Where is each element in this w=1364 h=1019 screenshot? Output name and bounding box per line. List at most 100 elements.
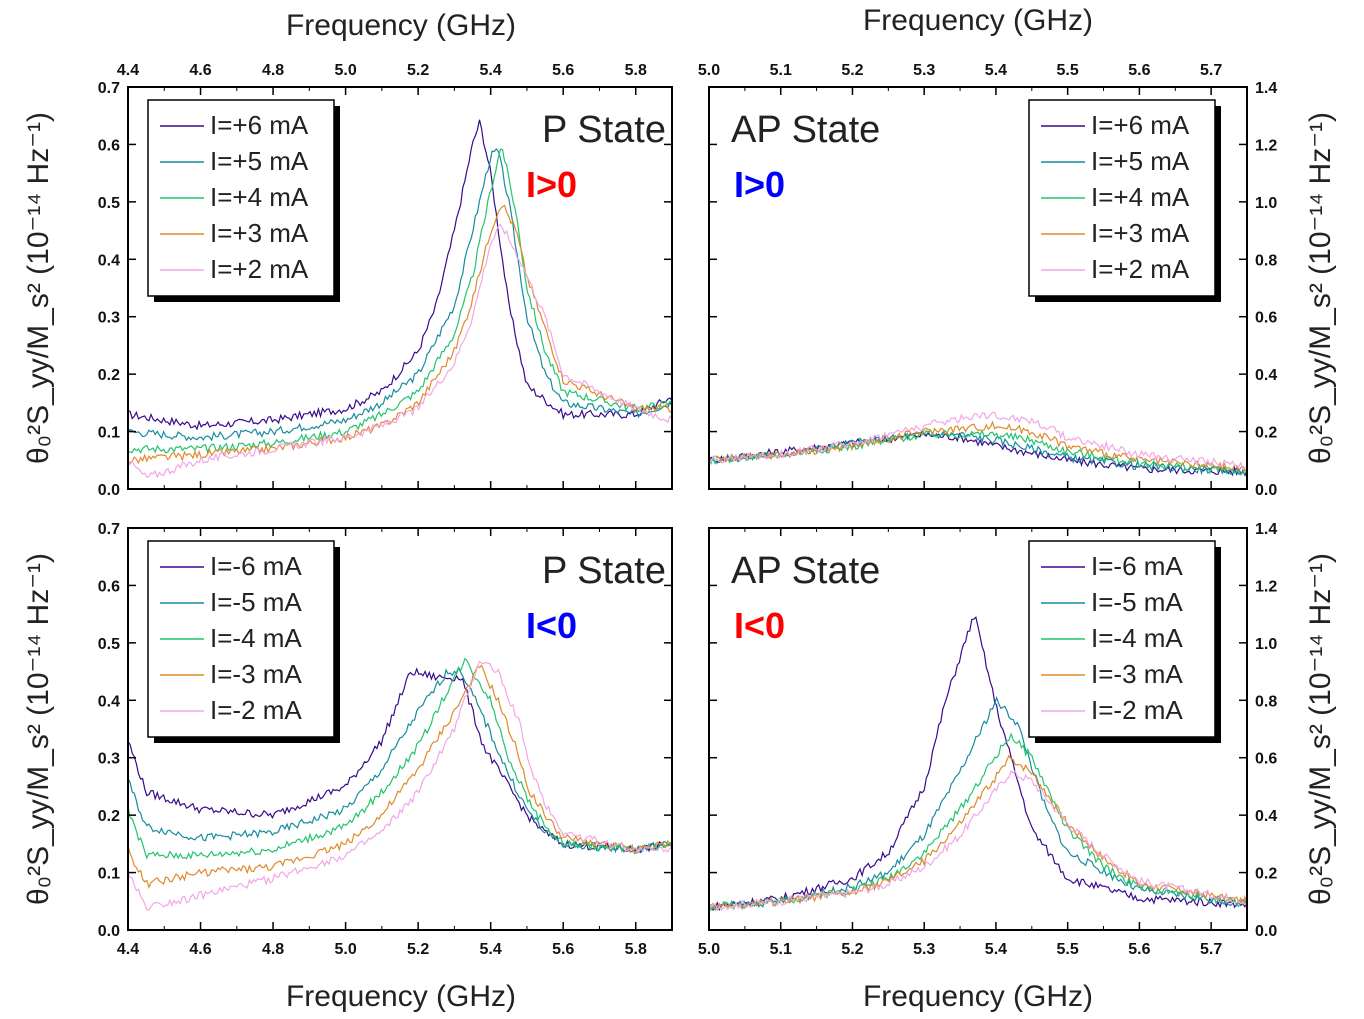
x-tick-label-bottom-right-3: 5.3 xyxy=(913,941,935,958)
panel-top-left: 4.4 4.6 4.8 5.0 5.2 5.4 5.6 5.8 0.0 0.1 0.2 0.3 0.4 0… xyxy=(98,62,673,499)
condition-label-top-right: I>0 xyxy=(734,164,785,205)
x-tick-label-bottom-left-0: 4.4 xyxy=(117,941,139,958)
y-tick-label-top-right-3: 0.6 xyxy=(1255,310,1277,327)
series-line-bottom-left-1 xyxy=(128,666,672,854)
x-axis-title-bottom-right: Frequency (GHz) xyxy=(863,980,1093,1013)
y-tick-label-bottom-left-5: 0.5 xyxy=(98,636,120,653)
y-tick-label-top-left-1: 0.1 xyxy=(98,425,120,442)
x-tick-label-top-left-4: 5.2 xyxy=(407,62,429,79)
y-tick-label-bottom-left-3: 0.3 xyxy=(98,751,120,768)
x-tick-label-top-right-3: 5.3 xyxy=(913,62,935,79)
panel-bottom-right: 5.0 5.1 5.2 5.3 5.4 5.5 5.6 5.7 0.0 0.2 0.4 0.6 0.8 1… xyxy=(698,521,1277,958)
plot-frame-top-right xyxy=(708,86,1248,490)
x-tick-label-top-right-7: 5.7 xyxy=(1200,62,1222,79)
panel-bottom-left: 4.4 4.6 4.8 5.0 5.2 5.4 5.6 5.8 0.0 0.1 0.2 0.3 0.4 0… xyxy=(98,521,673,958)
y-tick-label-top-left-2: 0.2 xyxy=(98,367,120,384)
x-tick-label-top-right-5: 5.5 xyxy=(1057,62,1079,79)
x-tick-label-bottom-right-2: 5.2 xyxy=(841,941,863,958)
y-tick-label-top-right-1: 0.2 xyxy=(1255,425,1277,442)
x-tick-label-bottom-left-1: 4.6 xyxy=(189,941,211,958)
y-axis-title-top-right: θ₀²S_yy/M_s² (10⁻¹⁴ Hz⁻¹) xyxy=(1304,112,1337,464)
y-tick-label-top-right-0: 0.0 xyxy=(1255,482,1277,499)
x-tick-label-bottom-right-6: 5.6 xyxy=(1128,941,1150,958)
y-tick-label-top-left-0: 0.0 xyxy=(98,482,120,499)
x-tick-label-bottom-left-7: 5.8 xyxy=(625,941,647,958)
x-tick-label-top-left-6: 5.6 xyxy=(552,62,574,79)
state-label-top-right: AP State xyxy=(731,109,880,151)
y-tick-label-top-right-5: 1.0 xyxy=(1255,195,1277,212)
series-line-top-left-1 xyxy=(128,147,672,442)
x-tick-label-top-left-2: 4.8 xyxy=(262,62,284,79)
y-axis-title-top-left: θ₀²S_yy/M_s² (10⁻¹⁴ Hz⁻¹) xyxy=(22,112,55,464)
condition-label-top-left: I>0 xyxy=(526,164,577,205)
series-line-bottom-right-4 xyxy=(709,769,1247,911)
x-axis-title-bottom-left: Frequency (GHz) xyxy=(286,980,516,1013)
y-tick-label-top-left-5: 0.5 xyxy=(98,195,120,212)
panel-top-right: 5.0 5.1 5.2 5.3 5.4 5.5 5.6 5.7 0.0 0.2 0.4 0.6 0.8 1… xyxy=(698,62,1277,499)
legend-label-top-left-3: I=+3 mA xyxy=(210,218,309,248)
state-label-top-left: P State xyxy=(542,109,666,151)
plot-frame-bottom-right xyxy=(708,527,1248,931)
series-line-bottom-right-0 xyxy=(709,616,1247,912)
series-line-top-left-4 xyxy=(128,223,672,479)
series-line-bottom-right-3 xyxy=(709,754,1247,912)
y-tick-label-bottom-right-1: 0.2 xyxy=(1255,866,1277,883)
legend-label-top-right-3: I=+3 mA xyxy=(1091,218,1190,248)
legend-label-top-left-0: I=+6 mA xyxy=(210,110,309,140)
y-tick-label-top-left-4: 0.4 xyxy=(98,252,120,269)
x-tick-label-bottom-right-7: 5.7 xyxy=(1200,941,1222,958)
x-tick-label-bottom-left-5: 5.4 xyxy=(480,941,502,958)
x-axis-title-top-right: Frequency (GHz) xyxy=(863,4,1093,37)
y-tick-label-top-right-4: 0.8 xyxy=(1255,252,1277,269)
plot-frame-top-left xyxy=(127,86,673,490)
series-line-top-left-0 xyxy=(128,119,672,431)
x-tick-label-top-left-5: 5.4 xyxy=(480,62,502,79)
y-tick-label-bottom-left-2: 0.2 xyxy=(98,808,120,825)
x-tick-label-bottom-right-5: 5.5 xyxy=(1057,941,1079,958)
y-tick-label-bottom-left-0: 0.0 xyxy=(98,923,120,940)
state-label-bottom-right: AP State xyxy=(731,550,880,592)
y-tick-label-top-right-6: 1.2 xyxy=(1255,137,1277,154)
legend-label-bottom-right-2: I=-4 mA xyxy=(1091,623,1183,653)
y-tick-label-top-left-3: 0.3 xyxy=(98,310,120,327)
x-tick-label-top-left-7: 5.8 xyxy=(625,62,647,79)
x-tick-label-top-right-0: 5.0 xyxy=(698,62,720,79)
y-tick-label-top-right-2: 0.4 xyxy=(1255,367,1277,384)
legend-label-bottom-right-1: I=-5 mA xyxy=(1091,587,1183,617)
series-line-top-right-4 xyxy=(709,411,1247,470)
x-tick-label-bottom-left-4: 5.2 xyxy=(407,941,429,958)
condition-label-bottom-right: I<0 xyxy=(734,605,785,646)
y-axis-title-bottom-left: θ₀²S_yy/M_s² (10⁻¹⁴ Hz⁻¹) xyxy=(22,553,55,905)
legend-label-bottom-left-0: I=-6 mA xyxy=(210,551,302,581)
y-tick-label-bottom-left-4: 0.4 xyxy=(98,693,120,710)
series-line-top-right-1 xyxy=(709,431,1247,477)
x-axis-title-top-left: Frequency (GHz) xyxy=(286,9,516,42)
plot-frame-bottom-left xyxy=(127,527,673,931)
series-line-bottom-left-2 xyxy=(128,657,672,860)
y-tick-label-bottom-right-5: 1.0 xyxy=(1255,636,1277,653)
state-label-bottom-left: P State xyxy=(542,550,666,592)
series-line-bottom-right-2 xyxy=(709,732,1247,912)
x-tick-label-bottom-left-6: 5.6 xyxy=(552,941,574,958)
legend-label-bottom-right-4: I=-2 mA xyxy=(1091,695,1183,725)
legend-label-bottom-left-3: I=-3 mA xyxy=(210,659,302,689)
legend-label-top-left-1: I=+5 mA xyxy=(210,146,309,176)
legend-label-bottom-right-3: I=-3 mA xyxy=(1091,659,1183,689)
x-tick-label-top-right-6: 5.6 xyxy=(1128,62,1150,79)
y-axis-title-bottom-right: θ₀²S_yy/M_s² (10⁻¹⁴ Hz⁻¹) xyxy=(1304,553,1337,905)
y-tick-label-top-left-6: 0.6 xyxy=(98,137,120,154)
x-tick-label-bottom-left-2: 4.8 xyxy=(262,941,284,958)
x-tick-label-top-left-1: 4.6 xyxy=(189,62,211,79)
x-tick-label-top-right-4: 5.4 xyxy=(985,62,1007,79)
x-tick-label-top-left-3: 5.0 xyxy=(334,62,356,79)
y-tick-label-bottom-right-0: 0.0 xyxy=(1255,923,1277,940)
legend-label-top-right-0: I=+6 mA xyxy=(1091,110,1190,140)
y-tick-label-bottom-left-1: 0.1 xyxy=(98,866,120,883)
legend-label-top-left-2: I=+4 mA xyxy=(210,182,309,212)
y-tick-label-bottom-right-4: 0.8 xyxy=(1255,693,1277,710)
x-tick-label-bottom-right-4: 5.4 xyxy=(985,941,1007,958)
legend-label-top-right-4: I=+2 mA xyxy=(1091,254,1190,284)
y-tick-label-bottom-right-2: 0.4 xyxy=(1255,808,1277,825)
legend-label-bottom-left-4: I=-2 mA xyxy=(210,695,302,725)
